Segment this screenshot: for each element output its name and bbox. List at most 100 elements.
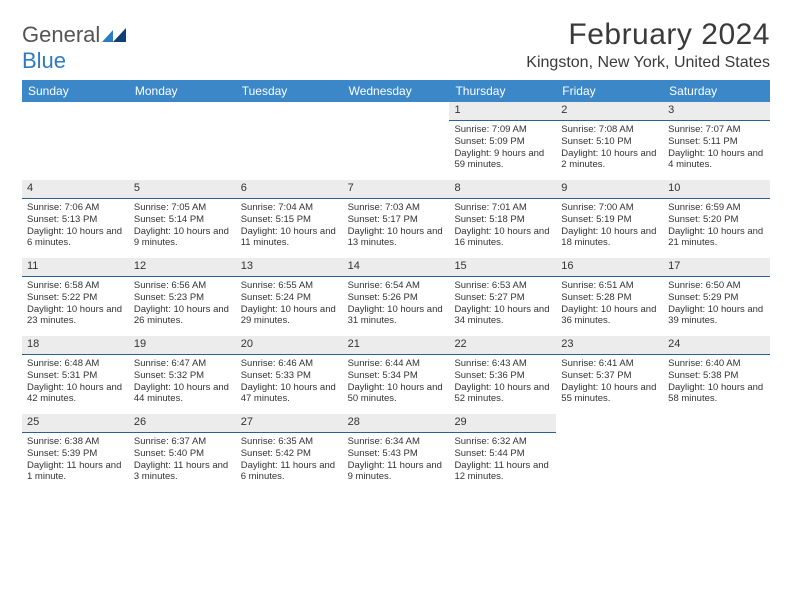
day-header-thu: Thursday bbox=[449, 80, 556, 102]
day-number: 1 bbox=[449, 102, 556, 121]
day-number: 15 bbox=[449, 258, 556, 277]
day-details: Sunrise: 6:47 AMSunset: 5:32 PMDaylight:… bbox=[129, 355, 236, 411]
month-title: February 2024 bbox=[526, 18, 770, 52]
day-number bbox=[663, 414, 770, 432]
week-row: 1Sunrise: 7:09 AMSunset: 5:09 PMDaylight… bbox=[22, 102, 770, 180]
day-cell: 5Sunrise: 7:05 AMSunset: 5:14 PMDaylight… bbox=[129, 180, 236, 258]
sunrise-text: Sunrise: 6:38 AM bbox=[27, 436, 124, 448]
day-details: Sunrise: 7:08 AMSunset: 5:10 PMDaylight:… bbox=[556, 121, 663, 177]
day-details: Sunrise: 6:38 AMSunset: 5:39 PMDaylight:… bbox=[22, 433, 129, 489]
day-cell: 3Sunrise: 7:07 AMSunset: 5:11 PMDaylight… bbox=[663, 102, 770, 180]
daylight-text: Daylight: 10 hours and 23 minutes. bbox=[27, 304, 124, 328]
sunrise-text: Sunrise: 6:54 AM bbox=[348, 280, 445, 292]
daylight-text: Daylight: 10 hours and 26 minutes. bbox=[134, 304, 231, 328]
day-details: Sunrise: 6:53 AMSunset: 5:27 PMDaylight:… bbox=[449, 277, 556, 333]
sunrise-text: Sunrise: 6:56 AM bbox=[134, 280, 231, 292]
day-number: 22 bbox=[449, 336, 556, 355]
sunset-text: Sunset: 5:28 PM bbox=[561, 292, 658, 304]
daylight-text: Daylight: 10 hours and 50 minutes. bbox=[348, 382, 445, 406]
day-cell bbox=[343, 102, 450, 180]
daylight-text: Daylight: 10 hours and 58 minutes. bbox=[668, 382, 765, 406]
day-cell bbox=[663, 414, 770, 492]
day-cell: 10Sunrise: 6:59 AMSunset: 5:20 PMDayligh… bbox=[663, 180, 770, 258]
sunset-text: Sunset: 5:31 PM bbox=[27, 370, 124, 382]
sunrise-text: Sunrise: 7:06 AM bbox=[27, 202, 124, 214]
day-details: Sunrise: 7:04 AMSunset: 5:15 PMDaylight:… bbox=[236, 199, 343, 255]
sunset-text: Sunset: 5:34 PM bbox=[348, 370, 445, 382]
day-details: Sunrise: 7:09 AMSunset: 5:09 PMDaylight:… bbox=[449, 121, 556, 177]
day-header-sat: Saturday bbox=[663, 80, 770, 102]
day-number: 2 bbox=[556, 102, 663, 121]
day-details: Sunrise: 7:07 AMSunset: 5:11 PMDaylight:… bbox=[663, 121, 770, 177]
sunrise-text: Sunrise: 6:46 AM bbox=[241, 358, 338, 370]
day-details: Sunrise: 6:54 AMSunset: 5:26 PMDaylight:… bbox=[343, 277, 450, 333]
daylight-text: Daylight: 10 hours and 31 minutes. bbox=[348, 304, 445, 328]
sunset-text: Sunset: 5:27 PM bbox=[454, 292, 551, 304]
sunrise-text: Sunrise: 6:37 AM bbox=[134, 436, 231, 448]
day-details: Sunrise: 7:01 AMSunset: 5:18 PMDaylight:… bbox=[449, 199, 556, 255]
week-row: 25Sunrise: 6:38 AMSunset: 5:39 PMDayligh… bbox=[22, 414, 770, 492]
sunset-text: Sunset: 5:22 PM bbox=[27, 292, 124, 304]
daylight-text: Daylight: 10 hours and 52 minutes. bbox=[454, 382, 551, 406]
sunrise-text: Sunrise: 6:48 AM bbox=[27, 358, 124, 370]
daylight-text: Daylight: 10 hours and 55 minutes. bbox=[561, 382, 658, 406]
daylight-text: Daylight: 10 hours and 39 minutes. bbox=[668, 304, 765, 328]
sunset-text: Sunset: 5:26 PM bbox=[348, 292, 445, 304]
sunrise-text: Sunrise: 6:58 AM bbox=[27, 280, 124, 292]
day-header-wed: Wednesday bbox=[343, 80, 450, 102]
day-cell: 7Sunrise: 7:03 AMSunset: 5:17 PMDaylight… bbox=[343, 180, 450, 258]
sunrise-text: Sunrise: 6:32 AM bbox=[454, 436, 551, 448]
day-cell: 15Sunrise: 6:53 AMSunset: 5:27 PMDayligh… bbox=[449, 258, 556, 336]
day-details: Sunrise: 6:44 AMSunset: 5:34 PMDaylight:… bbox=[343, 355, 450, 411]
day-details: Sunrise: 7:00 AMSunset: 5:19 PMDaylight:… bbox=[556, 199, 663, 255]
day-number bbox=[129, 102, 236, 120]
day-number: 10 bbox=[663, 180, 770, 199]
day-details: Sunrise: 6:46 AMSunset: 5:33 PMDaylight:… bbox=[236, 355, 343, 411]
day-number: 12 bbox=[129, 258, 236, 277]
day-number bbox=[556, 414, 663, 432]
sunrise-text: Sunrise: 6:55 AM bbox=[241, 280, 338, 292]
sunrise-text: Sunrise: 6:43 AM bbox=[454, 358, 551, 370]
sunrise-text: Sunrise: 6:53 AM bbox=[454, 280, 551, 292]
day-number: 13 bbox=[236, 258, 343, 277]
daylight-text: Daylight: 10 hours and 11 minutes. bbox=[241, 226, 338, 250]
sunset-text: Sunset: 5:24 PM bbox=[241, 292, 338, 304]
day-cell bbox=[236, 102, 343, 180]
day-cell: 12Sunrise: 6:56 AMSunset: 5:23 PMDayligh… bbox=[129, 258, 236, 336]
daylight-text: Daylight: 11 hours and 6 minutes. bbox=[241, 460, 338, 484]
day-cell: 16Sunrise: 6:51 AMSunset: 5:28 PMDayligh… bbox=[556, 258, 663, 336]
daylight-text: Daylight: 9 hours and 59 minutes. bbox=[454, 148, 551, 172]
sunset-text: Sunset: 5:13 PM bbox=[27, 214, 124, 226]
day-cell: 25Sunrise: 6:38 AMSunset: 5:39 PMDayligh… bbox=[22, 414, 129, 492]
day-cell: 19Sunrise: 6:47 AMSunset: 5:32 PMDayligh… bbox=[129, 336, 236, 414]
sunrise-text: Sunrise: 6:35 AM bbox=[241, 436, 338, 448]
sunrise-text: Sunrise: 6:34 AM bbox=[348, 436, 445, 448]
sunset-text: Sunset: 5:37 PM bbox=[561, 370, 658, 382]
day-details: Sunrise: 6:50 AMSunset: 5:29 PMDaylight:… bbox=[663, 277, 770, 333]
week-row: 4 Sunrise: 7:06 AMSunset: 5:13 PM Daylight… bbox=[22, 180, 770, 258]
day-cell: 14Sunrise: 6:54 AMSunset: 5:26 PMDayligh… bbox=[343, 258, 450, 336]
daylight-text: Daylight: 10 hours and 2 minutes. bbox=[561, 148, 658, 172]
sunset-text: Sunset: 5:43 PM bbox=[348, 448, 445, 460]
day-number: 8 bbox=[449, 180, 556, 199]
day-number: 7 bbox=[343, 180, 450, 199]
sunrise-text: Sunrise: 7:04 AM bbox=[241, 202, 338, 214]
sunset-text: Sunset: 5:29 PM bbox=[668, 292, 765, 304]
day-details: Sunrise: 6:55 AMSunset: 5:24 PMDaylight:… bbox=[236, 277, 343, 333]
day-cell: 11Sunrise: 6:58 AMSunset: 5:22 PMDayligh… bbox=[22, 258, 129, 336]
day-number: 4 bbox=[22, 180, 129, 199]
day-details: Sunrise: 6:48 AMSunset: 5:31 PMDaylight:… bbox=[22, 355, 129, 411]
day-cell: 23Sunrise: 6:41 AMSunset: 5:37 PMDayligh… bbox=[556, 336, 663, 414]
day-cell: 8Sunrise: 7:01 AMSunset: 5:18 PMDaylight… bbox=[449, 180, 556, 258]
daylight-text: Daylight: 10 hours and 29 minutes. bbox=[241, 304, 338, 328]
sunrise-text: Sunrise: 7:09 AM bbox=[454, 124, 551, 136]
sunrise-text: Sunrise: 7:08 AM bbox=[561, 124, 658, 136]
daylight-text: Daylight: 10 hours and 16 minutes. bbox=[454, 226, 551, 250]
sunset-text: Sunset: 5:11 PM bbox=[668, 136, 765, 148]
daylight-text: Daylight: 11 hours and 9 minutes. bbox=[348, 460, 445, 484]
day-details: Sunrise: 6:40 AMSunset: 5:38 PMDaylight:… bbox=[663, 355, 770, 411]
sunset-text: Sunset: 5:38 PM bbox=[668, 370, 765, 382]
day-number: 18 bbox=[22, 336, 129, 355]
day-cell: 28Sunrise: 6:34 AMSunset: 5:43 PMDayligh… bbox=[343, 414, 450, 492]
day-number bbox=[236, 102, 343, 120]
